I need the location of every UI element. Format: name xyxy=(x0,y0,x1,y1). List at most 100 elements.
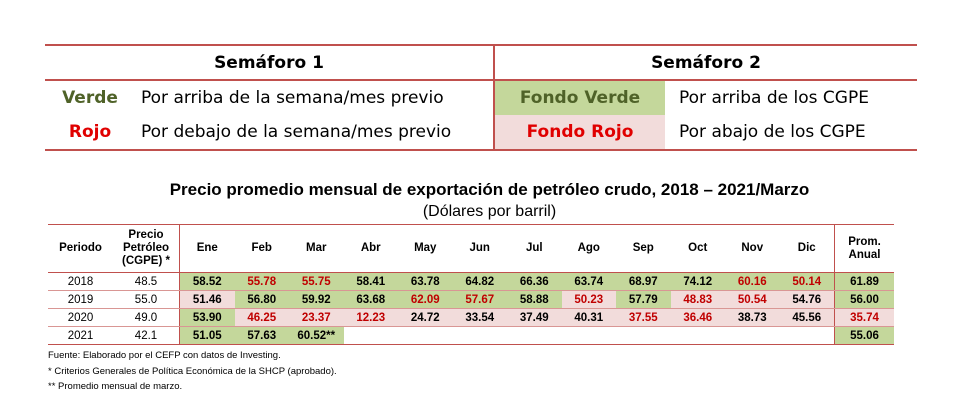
cell-month-value: 45.56 xyxy=(779,308,835,327)
cell-month-value: 57.63 xyxy=(234,326,289,345)
cell-month-value: 50.14 xyxy=(779,272,835,291)
cell-year: 2019 xyxy=(48,290,113,309)
header-month: Nov xyxy=(725,224,780,273)
table-subtitle: (Dólares por barril) xyxy=(422,203,557,220)
cell-month-value xyxy=(561,326,616,345)
cell-prom-anual: 35.74 xyxy=(834,308,894,327)
verde-label: Verde xyxy=(62,88,118,108)
cell-month-value: 50.23 xyxy=(561,290,616,309)
footnote-source: Fuente: Elaborado por el CEFP con datos … xyxy=(48,350,281,361)
cell-month-value: 36.46 xyxy=(670,308,725,327)
cell-month-value: 66.36 xyxy=(507,272,562,291)
header-month: Dic xyxy=(779,224,835,273)
semaforo-2-title: Semáforo 2 xyxy=(494,44,917,81)
header-month: Sep xyxy=(616,224,671,273)
cell-cgpe: 55.0 xyxy=(113,290,180,309)
cell-month-value: 60.16 xyxy=(725,272,780,291)
cell-cgpe: 49.0 xyxy=(113,308,180,327)
cell-month-value xyxy=(398,326,453,345)
cell-month-value: 55.75 xyxy=(289,272,344,291)
cell-month-value xyxy=(507,326,562,345)
header-precio-l3: (CGPE) * xyxy=(122,255,170,267)
cell-month-value: 48.83 xyxy=(670,290,725,309)
cell-month-value xyxy=(670,326,725,345)
cell-month-value: 57.67 xyxy=(452,290,507,309)
cell-month-value: 51.46 xyxy=(179,290,235,309)
cell-month-value: 23.37 xyxy=(289,308,344,327)
cell-cgpe: 48.5 xyxy=(113,272,180,291)
verde-desc: Por arriba de la semana/mes previo xyxy=(135,80,495,115)
cell-month-value: 33.54 xyxy=(452,308,507,327)
header-month: Abr xyxy=(343,224,398,273)
cell-year: 2021 xyxy=(48,326,113,345)
cell-month-value: 63.74 xyxy=(561,272,616,291)
cell-month-value: 57.79 xyxy=(616,290,671,309)
table-title: Precio promedio mensual de exportación d… xyxy=(169,180,810,199)
cell-prom-anual: 55.06 xyxy=(834,326,894,345)
header-month: Jul xyxy=(507,224,562,273)
cell-month-value: 38.73 xyxy=(725,308,780,327)
cell-prom-anual: 56.00 xyxy=(834,290,894,309)
rojo-desc: Por debajo de la semana/mes previo xyxy=(135,115,495,151)
cell-month-value: 60.52** xyxy=(289,326,344,345)
table-row: 2018 48.5 58.52 55.78 55.75 58.41 63.78 64.82 66… xyxy=(48,272,894,291)
cell-month-value xyxy=(452,326,507,345)
header-month: May xyxy=(398,224,453,273)
footnotes: Fuente: Elaborado por el CEFP con datos … xyxy=(48,348,337,395)
header-prom: Prom. Anual xyxy=(834,224,894,273)
cell-year: 2020 xyxy=(48,308,113,327)
cell-month-value: 63.68 xyxy=(343,290,398,309)
header-month: Ago xyxy=(561,224,616,273)
cell-cgpe: 42.1 xyxy=(113,326,180,345)
fondo-verde-label: Fondo Verde xyxy=(494,80,665,115)
footnote-cgpe: * Criterios Generales de Política Económ… xyxy=(48,365,337,377)
cell-month-value: 62.09 xyxy=(398,290,453,309)
cell-month-value: 59.92 xyxy=(289,290,344,309)
cell-prom-anual: 61.89 xyxy=(834,272,894,291)
header-month: Feb xyxy=(234,224,289,273)
cell-month-value: 64.82 xyxy=(452,272,507,291)
cell-month-value: 37.55 xyxy=(616,308,671,327)
header-row: Periodo Precio Petróleo (CGPE) * Ene Feb… xyxy=(48,224,894,273)
fondo-verde-desc: Por arriba de los CGPE xyxy=(679,88,869,108)
header-precio: Precio Petróleo (CGPE) * xyxy=(113,224,180,273)
fondo-rojo-desc: Por abajo de los CGPE xyxy=(665,115,917,151)
table-row: 2019 55.0 51.46 56.80 59.92 63.68 62.09 57.67 58… xyxy=(48,290,894,309)
cell-month-value: 40.31 xyxy=(561,308,616,327)
cell-month-value: 63.78 xyxy=(398,272,453,291)
fondo-rojo-label: Fondo Rojo xyxy=(494,115,665,151)
cell-month-value: 37.49 xyxy=(507,308,562,327)
rojo-label: Rojo xyxy=(45,115,135,151)
cell-month-value xyxy=(616,326,671,345)
cell-month-value: 68.97 xyxy=(616,272,671,291)
cell-year: 2018 xyxy=(48,272,113,291)
footnote-march: ** Promedio mensual de marzo. xyxy=(48,381,183,392)
semaforo-legend: Semáforo 1 Semáforo 2 Verde Por arriba d… xyxy=(45,44,917,151)
cell-month-value: 24.72 xyxy=(398,308,453,327)
header-prom-l1: Prom. xyxy=(848,235,881,248)
cell-month-value xyxy=(779,326,835,345)
cell-month-value: 51.05 xyxy=(179,326,235,345)
cell-month-value: 50.54 xyxy=(725,290,780,309)
cell-month-value xyxy=(343,326,398,345)
cell-month-value: 54.76 xyxy=(779,290,835,309)
header-month: Jun xyxy=(452,224,507,273)
cell-month-value: 56.80 xyxy=(234,290,289,309)
header-precio-l2: Petróleo xyxy=(122,242,169,254)
cell-month-value: 53.90 xyxy=(179,308,235,327)
header-month: Oct xyxy=(670,224,725,273)
cell-month-value: 58.41 xyxy=(343,272,398,291)
header-month: Mar xyxy=(289,224,344,273)
header-periodo: Periodo xyxy=(48,224,113,273)
table-row: 2021 42.1 51.05 57.63 60.52** 55.06 xyxy=(48,326,894,345)
price-table: Periodo Precio Petróleo (CGPE) * Ene Feb… xyxy=(48,224,894,345)
cell-month-value: 12.23 xyxy=(343,308,398,327)
table-body: 2018 48.5 58.52 55.78 55.75 58.41 63.78 64.82 66… xyxy=(48,272,894,345)
header-precio-l1: Precio xyxy=(128,229,164,241)
cell-month-value: 58.52 xyxy=(179,272,235,291)
cell-month-value: 58.88 xyxy=(507,290,562,309)
header-prom-l2: Anual xyxy=(848,248,881,261)
cell-month-value xyxy=(725,326,780,345)
table-row: 2020 49.0 53.90 46.25 23.37 12.23 24.72 33.54 37… xyxy=(48,308,894,327)
header-month: Ene xyxy=(179,224,235,273)
